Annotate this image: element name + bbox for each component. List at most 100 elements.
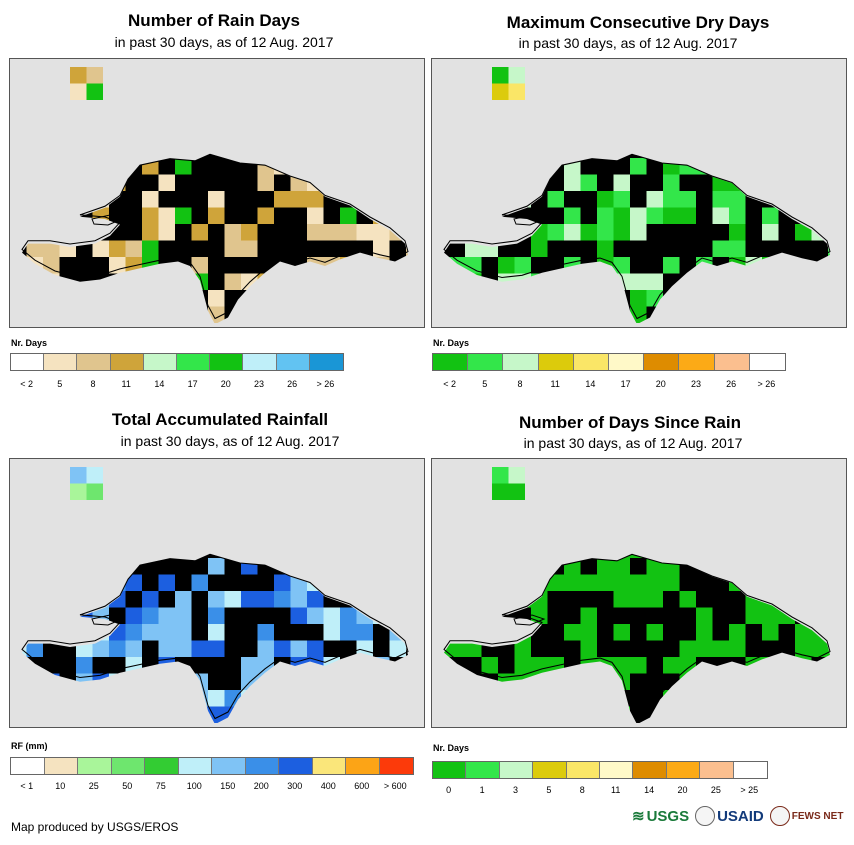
grid-cell [175, 207, 192, 224]
grid-cell [613, 591, 630, 608]
grid-cell [795, 154, 812, 158]
grid-cell [444, 191, 449, 208]
grid-cell [26, 154, 43, 158]
grid-cell [390, 509, 407, 526]
grid-cell [679, 207, 696, 224]
grid-cell [158, 154, 175, 158]
grid-cell [356, 290, 373, 307]
grid-cell [778, 657, 795, 674]
grid-cell [158, 273, 175, 290]
grid-cell [547, 290, 564, 307]
grid-cell [679, 240, 696, 257]
grid-cell [762, 591, 779, 608]
grid-cell [646, 191, 663, 208]
grid-cell [597, 554, 614, 558]
grid-cell [43, 125, 60, 142]
grid-cell [564, 591, 581, 608]
grid-cell [828, 657, 830, 674]
grid-cell [27, 525, 44, 542]
panel-title: Number of Days Since Rain [518, 413, 741, 432]
grid-cell [257, 191, 274, 208]
legend-swatch [279, 758, 313, 774]
grid-cell [547, 574, 564, 591]
grid-cell [43, 509, 60, 526]
grid-cell [175, 624, 192, 641]
grid-cell [712, 207, 729, 224]
legend-label: 23 [253, 379, 265, 389]
grid-cell [340, 624, 357, 641]
grid-cell [76, 574, 93, 591]
grid-cell [224, 224, 241, 241]
grid-cell [762, 191, 779, 208]
grid-cell [290, 690, 307, 707]
grid-cell [663, 109, 680, 126]
grid-cell [630, 640, 647, 657]
grid-cell [10, 509, 27, 526]
grid-cell [729, 191, 746, 208]
grid-cell [597, 640, 614, 657]
grid-cell [290, 224, 307, 241]
grid-cell [158, 673, 175, 690]
grid-cell [465, 591, 482, 608]
grid-cell [241, 240, 258, 257]
grid-cell [498, 257, 515, 274]
grid-cell [696, 607, 713, 624]
grid-cell [92, 257, 109, 274]
grid-cell [290, 624, 307, 641]
grid-cell [679, 174, 696, 191]
grid-cell [406, 273, 408, 290]
grid-cell [257, 273, 274, 290]
grid-cell [241, 591, 258, 608]
grid-cell [142, 207, 159, 224]
grid-cell [406, 554, 408, 558]
grid-cell [125, 154, 142, 158]
grid-cell [27, 109, 44, 126]
legend-label: 25 [710, 785, 721, 795]
rainfall-map [9, 458, 425, 728]
grid-cell [564, 673, 581, 690]
grid-cell [390, 525, 407, 542]
grid-cell [208, 290, 225, 307]
grid-cell [142, 690, 159, 707]
grid-cell [125, 306, 142, 323]
legend-swatch [212, 758, 246, 774]
grid-cell [59, 657, 76, 674]
grid-cell [564, 158, 581, 175]
grid-cell [630, 125, 647, 142]
grid-cell [290, 207, 307, 224]
grid-cell [175, 607, 192, 624]
grid-cell [340, 706, 357, 723]
grid-cell [356, 706, 373, 723]
grid-cell [696, 509, 713, 526]
rain-days-legend [10, 353, 344, 371]
grid-cell [696, 191, 713, 208]
grid-cell [59, 191, 76, 208]
grid-cell [630, 207, 647, 224]
grid-cell [548, 109, 565, 126]
grid-cell [290, 240, 307, 257]
grid-cell [340, 554, 357, 558]
grid-cell [126, 525, 143, 542]
grid-cell [696, 174, 713, 191]
rain-days-legend-labels: < 2 5 8 11 14 17 20 23 26 > 26 [10, 379, 342, 391]
grid-cell [515, 125, 532, 142]
grid-cell [43, 224, 60, 241]
grid-cell [778, 558, 795, 575]
grid-cell [158, 558, 175, 575]
grid-cell [389, 706, 406, 723]
grid-cell [465, 640, 482, 657]
grid-cell [389, 306, 406, 323]
grid-cell [142, 554, 159, 558]
grid-cell [564, 290, 581, 307]
legend-label: 26 [287, 379, 298, 389]
logo-strip: ≋ USGS USAID FEWS NET [632, 806, 843, 826]
grid-cell [729, 525, 746, 542]
grid-cell [581, 525, 598, 542]
grid-cell [729, 558, 746, 575]
grid-cell [828, 125, 845, 142]
grid-cell [465, 554, 482, 558]
grid-cell [481, 624, 498, 641]
grid-cell [547, 306, 564, 323]
grid-cell [762, 607, 779, 624]
grid-cell [373, 290, 390, 307]
